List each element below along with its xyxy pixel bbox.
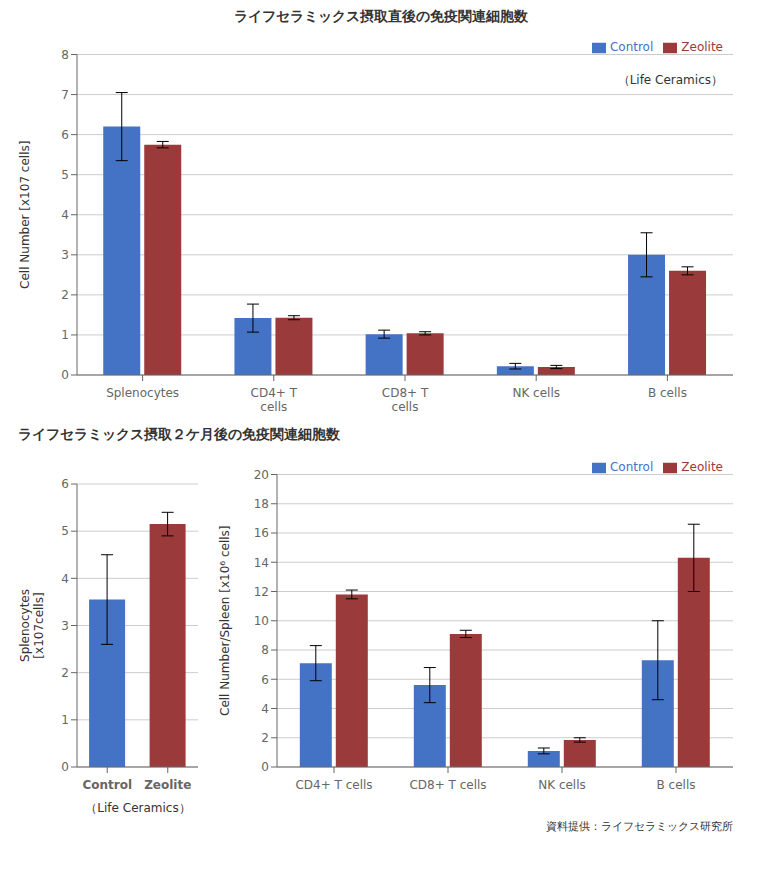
svg-text:1: 1: [61, 328, 69, 342]
html-text:資料提供：ライフセラミックス研究所: 資料提供：ライフセラミックス研究所: [546, 820, 733, 833]
svg-text:Zeolite: Zeolite: [144, 778, 191, 792]
html-text:ライフセラミックス摂取直後の免疫関連細胞数: ライフセラミックス摂取直後の免疫関連細胞数: [233, 8, 528, 24]
svg-text:12: 12: [254, 585, 269, 599]
svg-text:10: 10: [254, 614, 269, 628]
svg-text:B cells: B cells: [657, 778, 696, 792]
html-text:Zeolite: Zeolite: [681, 460, 723, 474]
svg-text:20: 20: [254, 468, 269, 482]
svg-text:Cell Number [x107 cells]: Cell Number [x107 cells]: [18, 141, 32, 289]
svg-text:0: 0: [261, 760, 269, 774]
svg-text:5: 5: [61, 168, 69, 182]
svg-text:Control: Control: [82, 778, 132, 792]
svg-text:B cells: B cells: [648, 386, 687, 400]
svg-text:CD8+ Tcells: CD8+ Tcells: [382, 386, 429, 414]
svg-text:7: 7: [61, 88, 69, 102]
svg-text:16: 16: [254, 526, 269, 540]
svg-text:6: 6: [61, 477, 69, 491]
svg-text:18: 18: [254, 497, 269, 511]
svg-text:2: 2: [61, 666, 69, 680]
svg-text:Cell Number/Spleen [x10⁶ cells: Cell Number/Spleen [x10⁶ cells]: [218, 525, 232, 716]
svg-text:NK cells: NK cells: [512, 386, 560, 400]
svg-text:CD8+ T cells: CD8+ T cells: [409, 778, 486, 792]
svg-text:0: 0: [61, 760, 69, 774]
svg-text:6: 6: [61, 128, 69, 142]
html-text:Control: Control: [609, 40, 654, 54]
svg-text:Splenocytes: Splenocytes: [106, 386, 179, 400]
html-text:（Life Ceramics）: （Life Ceramics）: [85, 801, 191, 815]
svg-text:CD4+ T cells: CD4+ T cells: [295, 778, 372, 792]
svg-text:6: 6: [261, 673, 269, 687]
svg-text:14: 14: [254, 556, 269, 570]
svg-text:2: 2: [261, 731, 269, 745]
svg-text:8: 8: [261, 643, 269, 657]
svg-text:CD4+ Tcells: CD4+ Tcells: [251, 386, 298, 414]
html-text:ライフセラミックス摂取２ケ月後の免疫関連細胞数: ライフセラミックス摂取２ケ月後の免疫関連細胞数: [18, 426, 340, 442]
svg-text:0: 0: [61, 368, 69, 382]
svg-text:1: 1: [61, 713, 69, 727]
html-text:（Life Ceramics）: （Life Ceramics）: [617, 73, 723, 87]
svg-text:4: 4: [61, 208, 69, 222]
svg-text:2: 2: [61, 288, 69, 302]
svg-text:4: 4: [261, 702, 269, 716]
svg-text:3: 3: [61, 619, 69, 633]
svg-text:Splenocytes[x107cells]: Splenocytes[x107cells]: [18, 589, 46, 662]
svg-text:8: 8: [61, 48, 69, 62]
svg-text:NK cells: NK cells: [538, 778, 586, 792]
html-text:Zeolite: Zeolite: [681, 40, 723, 54]
svg-text:3: 3: [61, 248, 69, 262]
html-text:Control: Control: [609, 460, 654, 474]
svg-text:4: 4: [61, 572, 69, 586]
svg-text:5: 5: [61, 524, 69, 538]
